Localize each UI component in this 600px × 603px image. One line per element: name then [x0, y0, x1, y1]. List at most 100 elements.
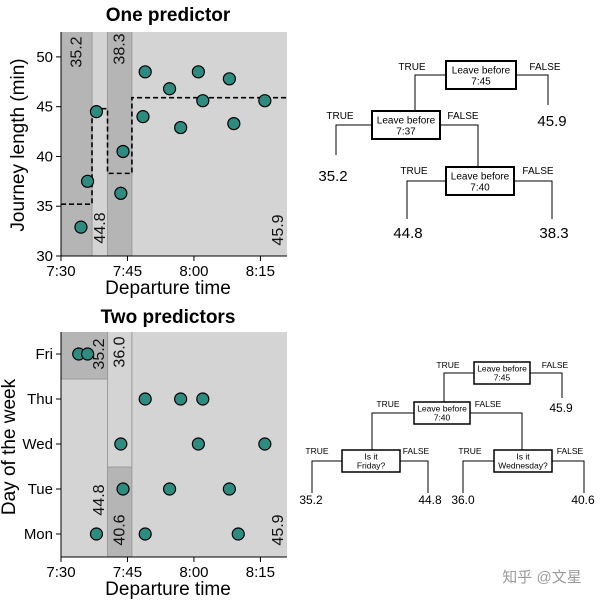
plot2-point — [138, 527, 152, 541]
tree2-leaf: 45.9 — [549, 401, 573, 415]
plot1-x-tick-label: 7:30 — [46, 263, 75, 280]
plot1-y-tick-label: 30 — [36, 248, 53, 265]
plot1-point — [136, 110, 150, 124]
plot2-region-label: 45.9 — [270, 514, 287, 545]
plot1-point — [196, 94, 210, 108]
plot2-region-shade — [107, 467, 132, 557]
plot1-point — [74, 220, 88, 234]
tree2-node — [413, 401, 471, 425]
tree1-node-text: 7:37 — [396, 127, 416, 138]
tree1-false-label: FALSE — [529, 62, 560, 73]
tree1-node — [445, 166, 515, 196]
tree2-node — [341, 449, 401, 473]
plot2-title: Two predictors — [101, 307, 236, 328]
plot1-point — [174, 120, 188, 135]
plot1-point — [114, 186, 128, 200]
plot1-y-tick-label: 40 — [36, 148, 53, 165]
plot1-background — [61, 32, 287, 256]
plot2-point — [196, 392, 210, 406]
plot1-point — [80, 174, 95, 188]
tree1-false-label: FALSE — [447, 111, 478, 122]
plot2-point — [89, 527, 104, 541]
plot2-region-label: 35.2 — [91, 338, 108, 369]
plot2-x-tick-label: 7:45 — [113, 564, 142, 581]
tree2-node — [473, 361, 531, 385]
plot1-region-label: 38.3 — [111, 33, 128, 64]
tree2-node-text: Leave before — [417, 404, 467, 414]
tree2-node-text: Is it — [364, 452, 378, 462]
plot2-point — [174, 392, 188, 406]
tree2-false-label: FALSE — [475, 399, 502, 409]
watermark: 知乎 @文星 — [502, 569, 581, 586]
plot1-point — [89, 105, 104, 119]
tree1-true-label: TRUE — [400, 166, 428, 177]
tree1-node — [445, 60, 517, 90]
plot1-region-shade — [61, 32, 93, 256]
plot1-region-shade — [107, 32, 132, 256]
plot1-y-tick-label: 35 — [36, 198, 53, 215]
tree2-node-text: 7:45 — [494, 373, 511, 383]
plot1-y-label: Journey length (min) — [8, 58, 29, 231]
plot2-region-label: 36.0 — [111, 336, 128, 367]
tree1-true-label: TRUE — [326, 111, 354, 122]
tree1-false-label: FALSE — [522, 166, 553, 177]
tree2-leaf: 40.6 — [571, 493, 595, 507]
plot1-region-label: 44.8 — [92, 212, 109, 243]
plot2-x-tick-label: 8:00 — [179, 564, 208, 581]
tree1-node-text: Leave before — [452, 66, 511, 77]
plot2-point — [80, 347, 95, 361]
plot2-point — [138, 392, 152, 406]
tree2-false-label: FALSE — [557, 446, 584, 456]
plot1-region-label: 35.2 — [69, 36, 86, 67]
plot2-point — [162, 482, 177, 496]
plot2-x-tick-label: 8:15 — [246, 564, 275, 581]
tree2-true-label: TRUE — [436, 360, 459, 370]
tree2-leaf: 36.0 — [451, 493, 475, 507]
tree2-node-text: Wednesday? — [498, 461, 548, 471]
tree2-node — [493, 449, 553, 473]
plot2-point — [114, 437, 128, 451]
plot2-region-label: 44.8 — [91, 484, 108, 515]
plot1-point — [222, 72, 236, 86]
tree2-true-label: TRUE — [376, 399, 399, 409]
plot1-point — [162, 82, 177, 96]
tree2-node-text: Leave before — [477, 364, 527, 374]
tree1-node-text: 7:45 — [471, 77, 491, 88]
tree2-leaf: 44.8 — [418, 493, 442, 507]
plot1-region-label: 45.9 — [270, 214, 287, 245]
plot1-y-tick-label: 45 — [36, 99, 53, 116]
plot2-y-tick-label: Thu — [27, 391, 53, 408]
plot2-point — [258, 437, 272, 451]
plot2-point — [191, 437, 205, 451]
tree1-node-text: Leave before — [451, 172, 510, 183]
plot2-point — [222, 482, 236, 496]
tree2-node-text: 7:40 — [434, 413, 451, 423]
tree2-node-text: Is it — [516, 452, 530, 462]
tree2-node-text: Friday? — [357, 461, 386, 471]
tree1-true-label: TRUE — [398, 62, 426, 73]
plot1-point — [191, 65, 205, 79]
plot2-y-tick-label: Fri — [36, 346, 54, 363]
plot2-x-label: Departure time — [105, 579, 231, 600]
tree2-leaf: 35.2 — [299, 493, 323, 507]
plot1-x-tick-label: 7:45 — [113, 263, 142, 280]
tree2-false-label: FALSE — [542, 360, 569, 370]
plot2-y-tick-label: Mon — [24, 526, 53, 543]
plot2-x-tick-label: 7:30 — [46, 564, 75, 581]
tree1-leaf: 45.9 — [537, 113, 566, 130]
tree1-leaf: 38.3 — [539, 225, 568, 242]
plot2-region-label: 40.6 — [111, 514, 128, 545]
tree1-node-text: Leave before — [377, 116, 436, 127]
tree1-node — [371, 110, 441, 140]
plot1-y-tick-label: 50 — [36, 49, 53, 66]
plot1-x-tick-label: 8:15 — [246, 263, 275, 280]
tree2-false-label: FALSE — [403, 446, 430, 456]
plot2-y-label: Day of the week — [0, 378, 20, 515]
plot2-point — [231, 527, 245, 541]
plot1-x-tick-label: 8:00 — [179, 263, 208, 280]
plot1-point — [227, 116, 241, 131]
tree1-leaf: 35.2 — [318, 168, 347, 185]
tree1-node-text: 7:40 — [470, 183, 490, 194]
plot2-y-tick-label: Wed — [22, 436, 53, 453]
